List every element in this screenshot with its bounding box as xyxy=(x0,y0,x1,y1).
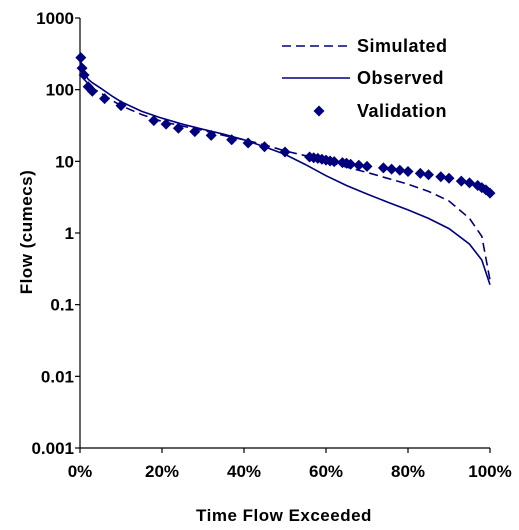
x-tick-label: 20% xyxy=(145,462,179,481)
validation-point xyxy=(361,160,373,172)
legend-simulated-label: Simulated xyxy=(357,36,448,56)
y-tick-label: 0.001 xyxy=(31,439,74,458)
validation-point xyxy=(328,156,340,168)
y-tick-label: 1 xyxy=(65,224,74,243)
legend-validation-label: Validation xyxy=(357,101,447,121)
validation-point xyxy=(148,115,160,127)
validation-point xyxy=(394,164,406,176)
validation-point xyxy=(226,134,238,146)
y-axis-ticks: 0.001 0.01 0.1 1 10 100 1000 xyxy=(31,9,80,458)
y-tick-label: 1000 xyxy=(36,9,74,28)
legend-validation-swatch xyxy=(313,105,325,117)
validation-point xyxy=(443,172,455,184)
validation-point xyxy=(259,141,270,153)
y-tick-label: 0.1 xyxy=(50,296,74,315)
validation-point xyxy=(99,93,111,105)
validation-point xyxy=(402,166,414,178)
x-tick-label: 60% xyxy=(309,462,343,481)
validation-point xyxy=(484,187,496,199)
validation-point xyxy=(377,162,389,174)
legend: Simulated Observed Validation xyxy=(282,36,448,121)
validation-point xyxy=(75,52,87,64)
legend-observed-label: Observed xyxy=(357,68,444,88)
validation-point xyxy=(455,175,467,187)
validation-point xyxy=(353,159,365,171)
y-tick-label: 10 xyxy=(55,152,74,171)
validation-point xyxy=(279,146,291,158)
validation-point xyxy=(172,122,184,134)
x-axis-title: Time Flow Exceeded xyxy=(196,506,372,525)
validation-point xyxy=(414,167,426,179)
validation-markers xyxy=(75,52,496,199)
y-tick-label: 100 xyxy=(46,81,74,100)
y-axis-title: Flow (cumecs) xyxy=(17,170,36,295)
x-tick-label: 40% xyxy=(227,462,261,481)
validation-point xyxy=(78,69,90,81)
validation-point xyxy=(160,118,172,130)
validation-point xyxy=(242,137,254,149)
x-tick-label: 100% xyxy=(468,462,511,481)
validation-point xyxy=(464,177,475,189)
validation-point xyxy=(386,163,398,175)
validation-point xyxy=(115,100,127,112)
y-tick-label: 0.01 xyxy=(41,367,74,386)
validation-point xyxy=(435,171,447,183)
observed-line xyxy=(79,57,491,285)
validation-point xyxy=(345,158,357,170)
validation-point xyxy=(205,129,217,141)
x-tick-label: 80% xyxy=(391,462,425,481)
x-axis-ticks: 0% 20% 40% 60% 80% 100% xyxy=(68,448,512,481)
x-tick-label: 0% xyxy=(68,462,93,481)
validation-point xyxy=(189,126,201,138)
validation-point xyxy=(86,85,98,97)
validation-point xyxy=(423,169,434,181)
series-layer xyxy=(75,52,496,285)
